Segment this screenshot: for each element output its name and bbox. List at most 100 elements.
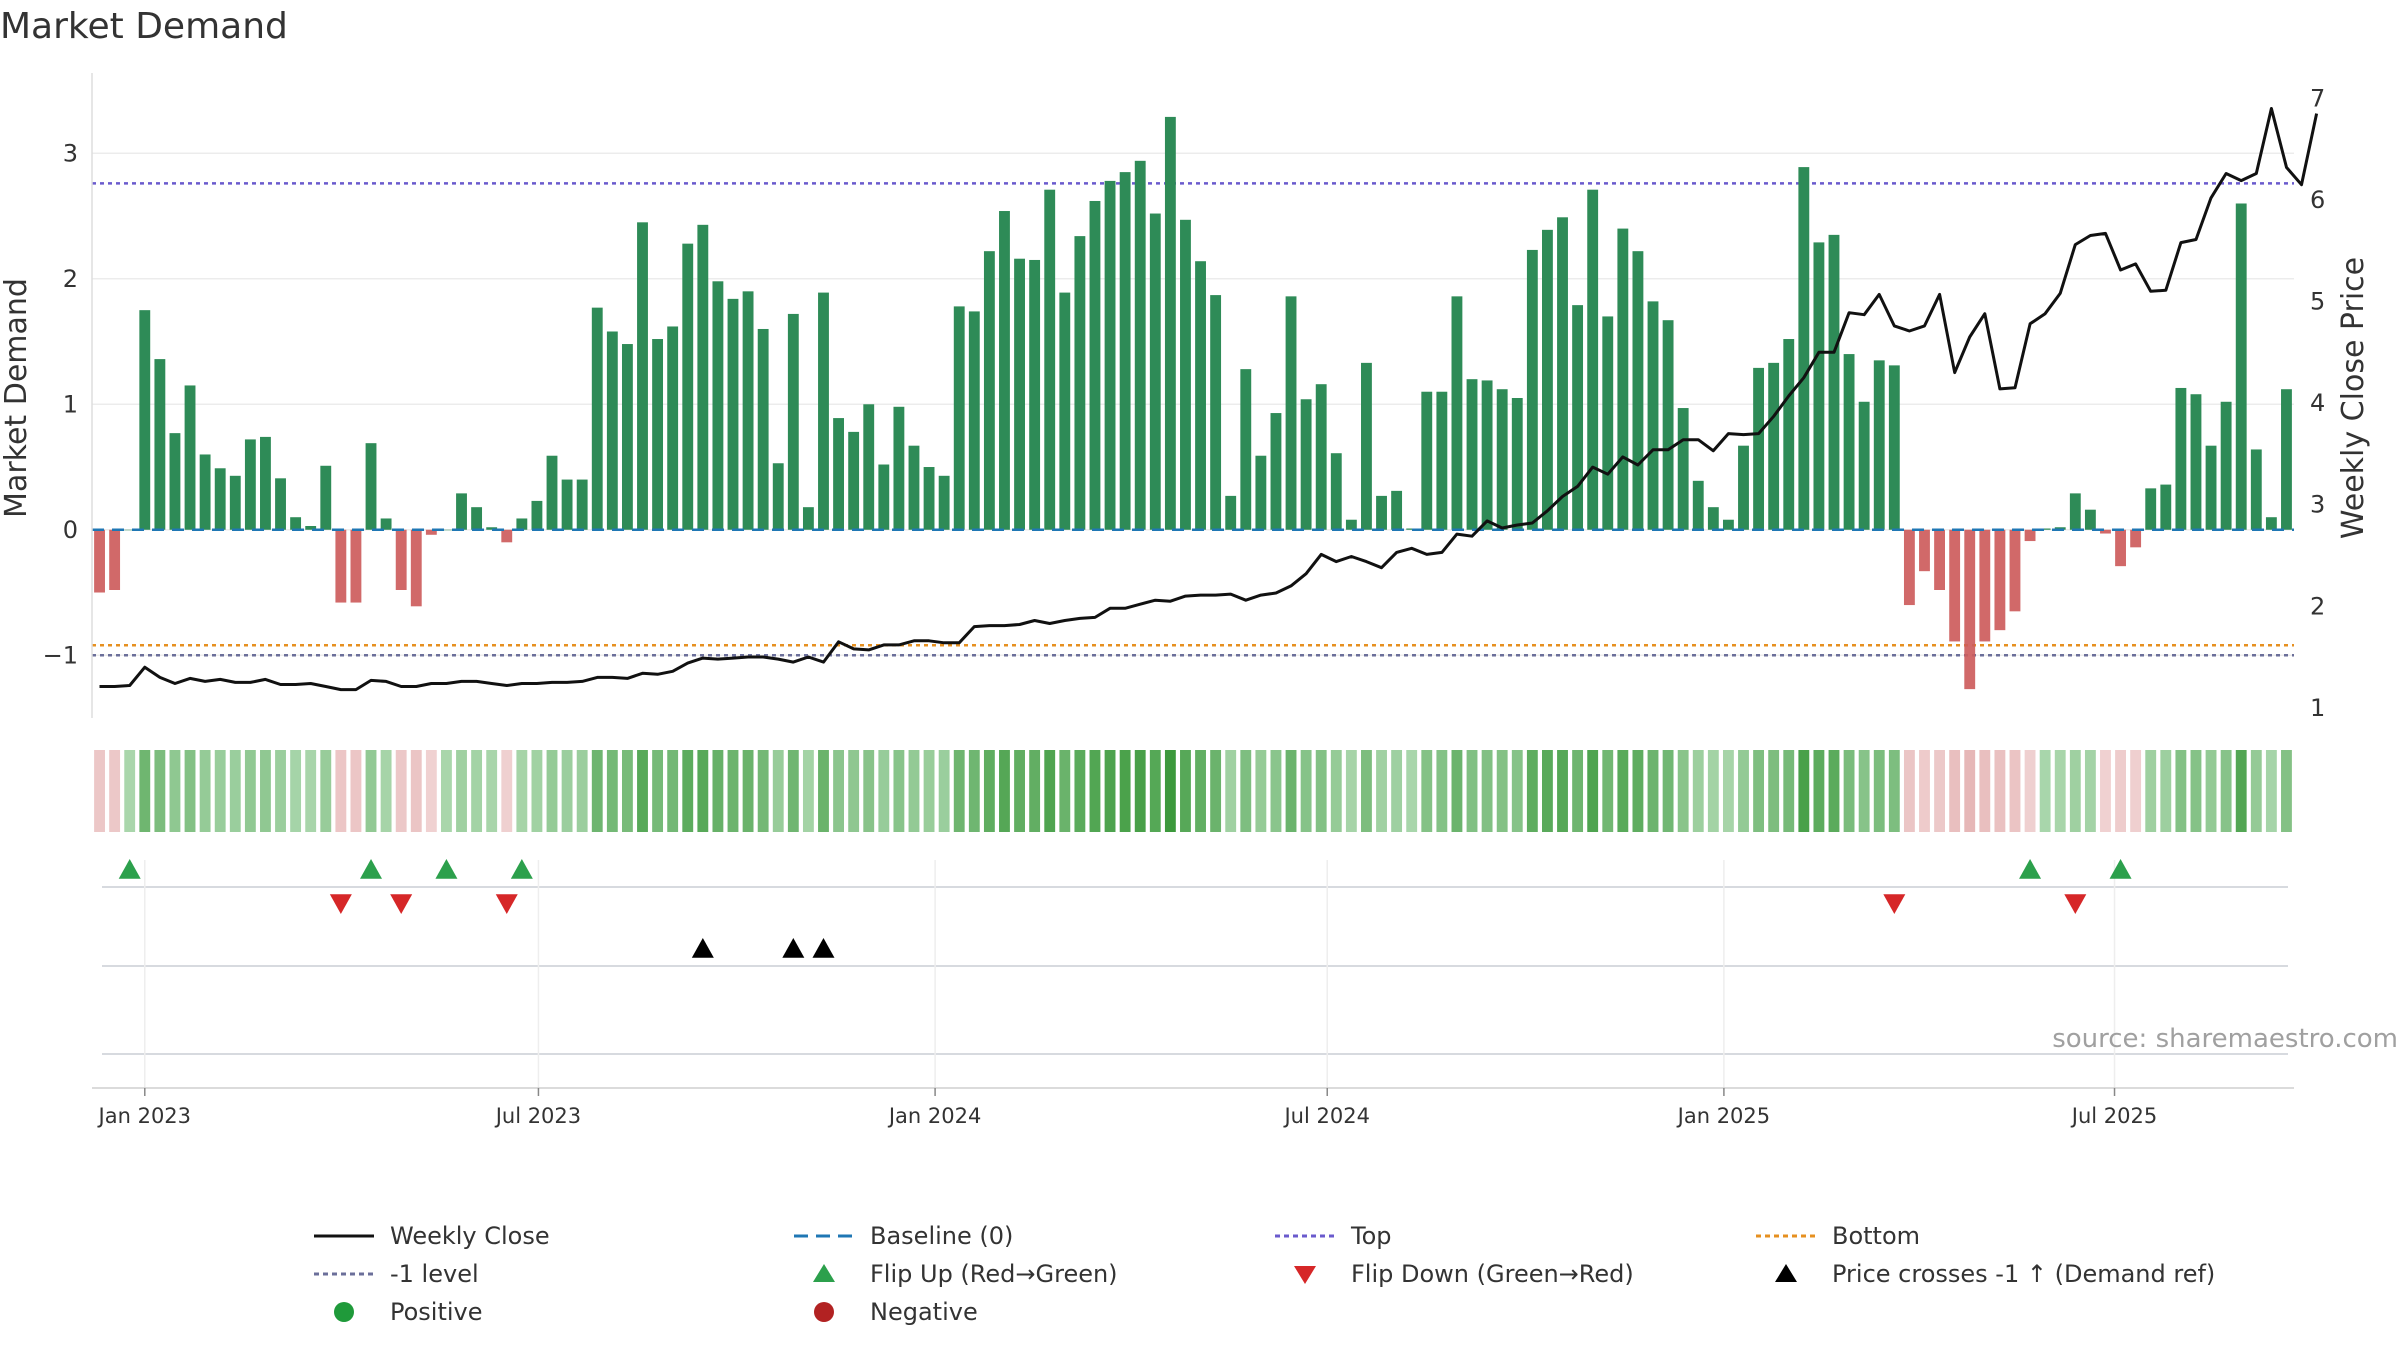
heat-cell [1225,750,1237,832]
demand-bar [1783,339,1795,530]
heat-cell [1602,750,1614,832]
x-tick-label: Jan 2024 [887,1104,982,1128]
heat-cell [169,750,181,832]
weekly-close-series [99,107,2319,692]
flip-up-marker [2019,859,2042,879]
heat-cell [109,750,121,832]
demand-bar [1798,167,1810,530]
heat-cell [1044,750,1056,832]
demand-bar [983,251,995,530]
legend-symbol-line-dot-icon [1754,1218,1818,1254]
heat-cell [1873,750,1885,832]
heat-cell [908,750,920,832]
heat-cell [2175,750,2187,832]
heat-cell [139,750,151,832]
demand-bar [953,306,965,530]
demand-bar [425,529,437,535]
demand-bar [818,292,829,530]
heat-cell [1089,750,1101,832]
demand-bar [2084,509,2096,530]
heat-cell [1587,750,1599,832]
heat-cell [1180,750,1191,832]
flip-down-marker [329,894,352,914]
heat-cell [425,750,437,832]
heat-cell [1149,750,1161,832]
demand-bar [94,529,105,593]
heat-cell [652,750,664,832]
heat-cell [2235,750,2247,832]
heat-cell [1994,750,2006,832]
heat-cell [1903,750,1915,832]
demand-bar [365,443,377,530]
demand-bar [637,222,648,530]
heat-cell [1210,750,1222,832]
legend-item-minus1: -1 level [312,1256,479,1292]
demand-bar [1722,519,1734,530]
demand-bar [1270,413,1282,530]
heat-cell [1361,750,1372,832]
heat-cell [2250,750,2262,832]
heat-cell [486,750,498,832]
heat-cell [727,750,739,832]
y-tick-label: 3 [63,139,78,167]
heat-cell [2160,750,2172,832]
heat-cell [1677,750,1689,832]
heat-cell [1632,750,1644,832]
heat-cell [863,750,875,832]
heat-cell [2145,750,2157,832]
page-title: Market Demand [0,6,288,47]
y2-tick-label: 6 [2310,186,2325,214]
y-tick-label: −1 [43,641,78,669]
y-axis-title: Market Demand [0,278,34,518]
demand-bar [1662,320,1674,530]
heat-cell [94,750,105,832]
price-cross-marker [782,938,805,958]
demand-bar [848,431,860,530]
demand-bar [501,529,513,543]
demand-bar [2100,529,2111,534]
heat-cell [1919,750,1930,832]
demand-bar [1119,172,1131,530]
demand-bar [486,527,498,530]
heat-cell [214,750,226,832]
demand-bar [833,418,844,530]
demand-bar [1481,380,1493,530]
x-tick-label: Jul 2023 [494,1104,581,1128]
heat-cell [833,750,844,832]
heat-cell [1074,750,1086,832]
heat-cell [953,750,965,832]
demand-bar [516,518,528,530]
demand-bar [184,385,196,530]
demand-bar [2054,527,2066,530]
demand-bar [1919,529,1930,572]
demand-bar [1361,362,1372,530]
legend-label: Baseline (0) [870,1222,1014,1250]
demand-bar [621,344,633,530]
y-tick-label: 2 [63,265,78,293]
heat-cell [350,750,362,832]
heat-cell [2130,750,2142,832]
heat-cell [712,750,724,832]
heat-cell [591,750,603,832]
reference-lines [92,182,2294,657]
demand-bar [260,436,271,530]
demand-bar [772,463,784,530]
demand-bar [1602,316,1614,530]
demand-bar [531,500,543,530]
heat-cell [802,750,814,832]
legend-symbol-dot-icon [792,1294,856,1330]
demand-bar [802,507,814,530]
axes: −1 0 1 2 3 1 2 3 4 5 6 7 Market Demand Weekly Close P… [0,73,2371,722]
heat-cell [1692,750,1704,832]
heat-cell [1768,750,1780,832]
legend-item-flip_down: Flip Down (Green→Red) [1273,1256,1634,1292]
heat-cell [456,750,467,832]
legend-label: Flip Up (Red→Green) [870,1260,1118,1288]
demand-bar [576,479,588,530]
demand-bar [2160,484,2172,530]
legend-item-cross: Price crosses -1 ↑ (Demand ref) [1754,1256,2215,1292]
heat-cell [1300,750,1312,832]
demand-bar [2009,529,2021,612]
heat-cell [320,750,332,832]
demand-bar [2069,493,2081,530]
